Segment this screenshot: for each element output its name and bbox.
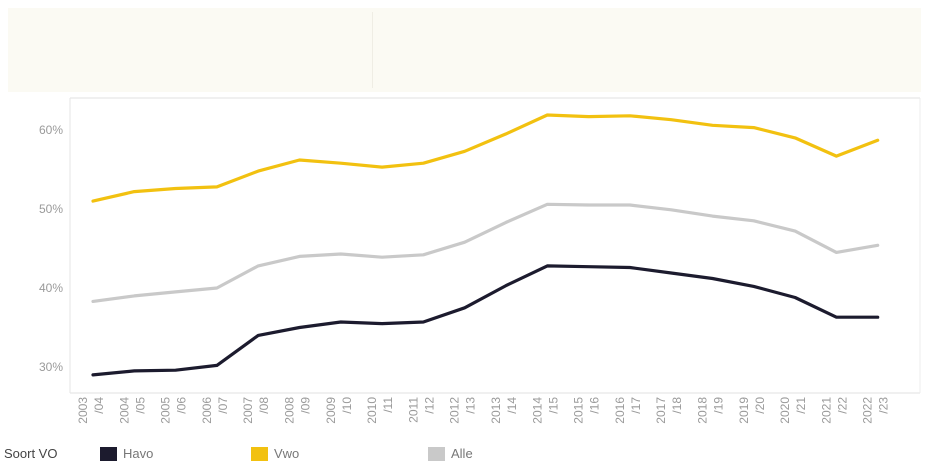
x-tick-label: 2011 <box>406 397 420 423</box>
x-tick-label: /10 <box>340 397 354 414</box>
x-tick-label: /06 <box>175 397 189 414</box>
x-tick-label: /16 <box>588 397 602 414</box>
x-tick-label: 2017 <box>654 397 668 424</box>
x-tick-label: /14 <box>505 397 519 414</box>
series-line-vwo <box>91 113 880 203</box>
legend-label-vwo: Vwo <box>274 446 300 461</box>
x-tick-label: /08 <box>257 397 271 414</box>
y-tick-label: 50% <box>39 202 63 216</box>
header-band <box>8 8 921 92</box>
x-tick-label: 2013 <box>489 397 503 424</box>
x-tick-label: 2009 <box>324 397 338 424</box>
x-tick-label: /11 <box>381 397 395 413</box>
x-tick-label: 2016 <box>613 397 627 424</box>
x-tick-label: /07 <box>216 397 230 414</box>
x-axis: 2003/04 2004/05 2005/06 2006/07 2007/08 2008/… <box>76 397 891 424</box>
header-divider <box>372 12 373 88</box>
x-tick-label: /04 <box>92 397 106 414</box>
x-tick-label: 2003 <box>76 397 90 424</box>
plot-frame <box>69 97 921 394</box>
x-tick-label: /20 <box>753 397 767 414</box>
x-tick-label: 2007 <box>241 397 255 424</box>
y-tick-label: 60% <box>39 123 63 137</box>
legend-title: Soort VO <box>4 446 58 461</box>
x-tick-label: /12 <box>422 397 436 414</box>
x-tick-label: /18 <box>670 397 684 414</box>
x-tick-label: /05 <box>133 397 147 414</box>
x-tick-label: 2019 <box>737 397 751 424</box>
x-tick-label: /21 <box>794 397 808 414</box>
x-tick-label: 2004 <box>117 397 131 424</box>
x-tick-label: 2008 <box>283 397 297 424</box>
x-tick-label: /19 <box>712 397 726 414</box>
x-tick-label: 2010 <box>365 397 379 424</box>
x-tick-label: /22 <box>835 397 849 414</box>
y-tick-label: 30% <box>39 360 63 374</box>
x-tick-label: 2005 <box>159 397 173 424</box>
y-tick-label: 40% <box>39 281 63 295</box>
x-tick-label: 2012 <box>448 397 462 424</box>
legend-label-alle: Alle <box>451 446 473 461</box>
x-tick-label: 2006 <box>200 397 214 424</box>
x-tick-label: /17 <box>629 397 643 414</box>
legend-swatch-havo <box>100 446 117 461</box>
y-axis: 30% 40% 50% 60% <box>39 123 63 374</box>
line-chart: 30% 40% 50% 60% 2003/04 2004/05 2005/06 2006/0… <box>39 97 921 424</box>
x-tick-label: 2014 <box>530 397 544 424</box>
x-tick-label: 2018 <box>696 397 710 424</box>
legend-item-vwo[interactable]: Vwo <box>251 446 299 461</box>
x-tick-label: 2020 <box>778 397 792 424</box>
legend: Soort VO Havo Vwo Alle <box>4 445 924 465</box>
legend-swatch-vwo <box>251 446 268 461</box>
x-tick-label: /13 <box>464 397 478 414</box>
series-line-alle <box>91 202 880 303</box>
x-tick-label: 2015 <box>572 397 586 424</box>
legend-item-havo[interactable]: Havo <box>100 446 153 461</box>
x-tick-label: /09 <box>299 397 313 414</box>
legend-label-havo: Havo <box>123 446 154 461</box>
x-tick-label: /23 <box>877 397 891 414</box>
x-tick-label: 2022 <box>861 397 875 424</box>
series-line-havo <box>91 264 880 377</box>
series-lines <box>91 113 880 377</box>
legend-item-alle[interactable]: Alle <box>428 446 473 461</box>
x-tick-label: /15 <box>546 397 560 414</box>
legend-swatch-alle <box>428 446 445 461</box>
x-tick-label: 2021 <box>819 397 833 424</box>
